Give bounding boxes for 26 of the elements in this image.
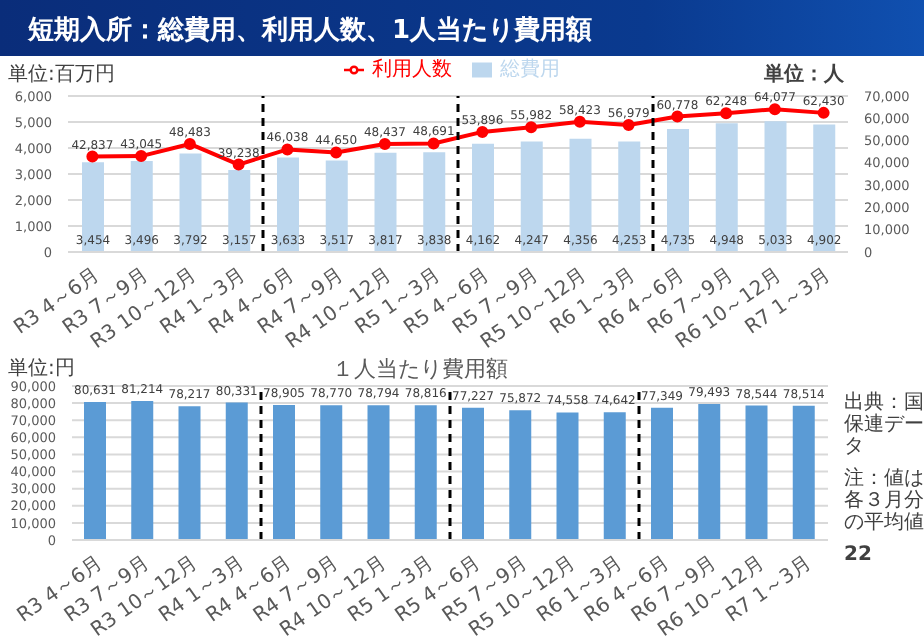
y2-axis-title: 単位：人 xyxy=(764,61,844,88)
point xyxy=(232,158,245,171)
legend-label: 利用人数 xyxy=(372,59,452,82)
point xyxy=(817,106,830,119)
text: 注：値は各３月分の平均値 xyxy=(844,468,924,534)
point xyxy=(768,103,781,116)
chart-title: 短期入所：総費用、利用人数、1人当たり費用額 xyxy=(28,13,593,48)
point xyxy=(281,143,294,156)
point xyxy=(183,137,196,150)
point xyxy=(135,150,148,163)
y-axis-title: 単位:円 xyxy=(8,356,75,381)
point xyxy=(476,125,489,138)
y-axis-title: 単位:百万円 xyxy=(8,62,115,88)
point xyxy=(720,107,733,120)
point xyxy=(427,137,440,150)
point xyxy=(330,146,343,159)
source-note: 出典：国保連データ xyxy=(844,392,924,458)
chart-title: １人当たり費用額 xyxy=(332,356,508,382)
point xyxy=(573,115,586,128)
point xyxy=(622,119,635,132)
text: 22 xyxy=(844,544,874,566)
point xyxy=(671,110,684,123)
point xyxy=(378,138,391,151)
legend-label: 総費用 xyxy=(500,59,560,82)
point xyxy=(525,121,538,134)
point xyxy=(86,150,99,163)
